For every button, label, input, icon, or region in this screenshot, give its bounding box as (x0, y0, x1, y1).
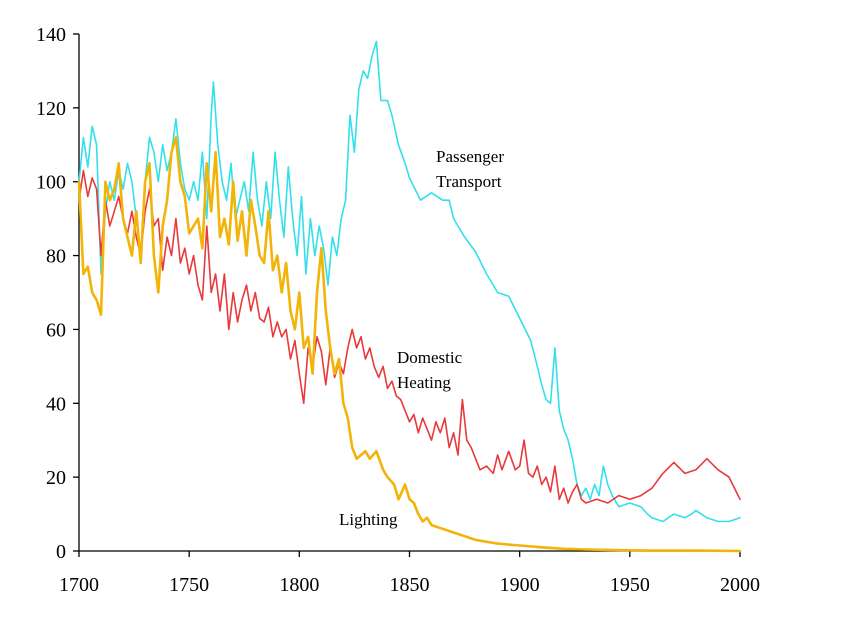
x-tick-label: 1850 (390, 574, 430, 596)
y-tick-label: 140 (36, 24, 66, 46)
x-tick-label: 1750 (169, 574, 209, 596)
x-tick-label: 1700 (59, 574, 99, 596)
series-line-lighting (77, 136, 742, 553)
series-label-lighting: Lighting (339, 510, 398, 529)
y-tick-label: 100 (36, 172, 66, 194)
y-tick-label: 120 (36, 98, 66, 120)
x-tick-label: 2000 (720, 574, 760, 596)
series-line-passenger-transport (78, 40, 741, 523)
x-tick-label: 1900 (500, 574, 540, 596)
y-tick-label: 20 (46, 467, 66, 489)
y-tick-label: 0 (56, 541, 66, 563)
x-tick-label: 1800 (279, 574, 319, 596)
series-label-domestic-heating: Domestic Heating (397, 348, 463, 392)
series-line-domestic-heating (78, 169, 741, 504)
y-tick-label: 80 (46, 246, 66, 268)
series-labels: Passenger Transport Domestic Heating Lightin… (339, 147, 504, 529)
series-layer (77, 40, 742, 553)
y-tick-label: 40 (46, 393, 66, 415)
chart-axes: 0 20 40 60 80 100 120 140 1700 1750 1800 1850 1900 19… (36, 24, 760, 596)
x-tick-label: 1950 (610, 574, 650, 596)
series-label-passenger-transport: Passenger Transport (436, 147, 504, 191)
y-tick-label: 60 (46, 319, 66, 341)
